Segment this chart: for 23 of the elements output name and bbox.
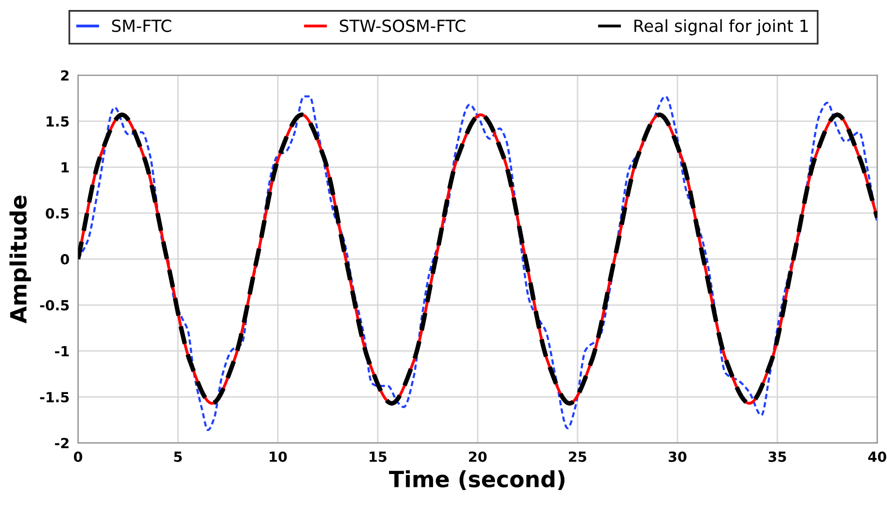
y-tick-label: 0.5 bbox=[46, 208, 69, 219]
x-tick-label: 10 bbox=[270, 451, 287, 462]
legend-label: SM-FTC bbox=[112, 19, 172, 32]
y-tick-label: -0.5 bbox=[40, 300, 69, 310]
y-tick-label: 0 bbox=[60, 254, 70, 265]
x-axis-title: Time (second) bbox=[388, 470, 564, 490]
legend-label: STW-SOSM-FTC bbox=[340, 19, 466, 32]
y-tick-label: -1 bbox=[55, 346, 69, 356]
x-tick-label: 25 bbox=[568, 451, 586, 462]
y-tick-label: 1 bbox=[62, 162, 69, 172]
x-tick-label: 20 bbox=[469, 451, 487, 462]
y-tick-label: 1.5 bbox=[46, 116, 69, 127]
x-tick-label: 35 bbox=[768, 451, 786, 462]
y-tick-label: 2 bbox=[61, 70, 69, 81]
y-tick-label: -2 bbox=[55, 438, 69, 448]
x-tick-label: 30 bbox=[668, 451, 686, 462]
x-tick-label: 15 bbox=[370, 452, 386, 462]
y-tick-label: -1.5 bbox=[40, 392, 69, 402]
x-tick-label: 5 bbox=[174, 452, 182, 462]
legend-label: Real signal for joint 1 bbox=[634, 19, 808, 36]
x-tick-label: 40 bbox=[868, 451, 886, 462]
x-tick-label: 0 bbox=[74, 451, 82, 462]
y-axis-title: Amplitude bbox=[10, 196, 32, 324]
